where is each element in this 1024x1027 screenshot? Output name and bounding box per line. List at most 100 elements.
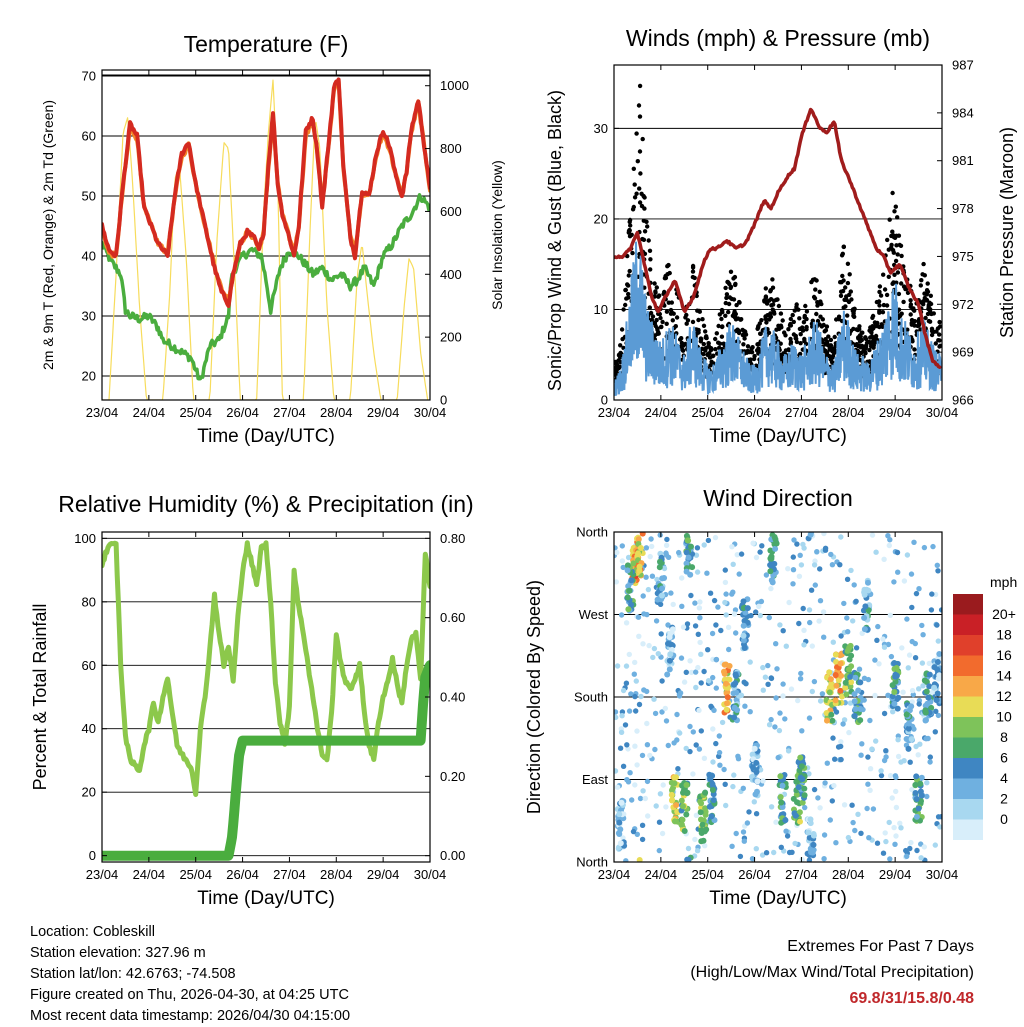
gust-point bbox=[716, 340, 721, 345]
gust-point bbox=[874, 299, 880, 305]
direction-point bbox=[909, 638, 915, 645]
direction-point bbox=[866, 835, 872, 841]
direction-point bbox=[883, 748, 889, 754]
direction-point bbox=[685, 537, 692, 544]
direction-point bbox=[790, 795, 797, 802]
direction-point bbox=[766, 722, 773, 728]
direction-point bbox=[867, 787, 873, 793]
direction-point bbox=[878, 768, 884, 774]
direction-point bbox=[636, 567, 643, 574]
gust-point bbox=[769, 303, 774, 308]
gust-point bbox=[654, 317, 659, 323]
direction-point bbox=[753, 811, 760, 817]
direction-point bbox=[875, 623, 881, 630]
direction-point bbox=[723, 680, 729, 687]
direction-point bbox=[685, 554, 692, 561]
gust-point bbox=[928, 293, 933, 298]
colorbar-swatch bbox=[953, 676, 983, 697]
gust-point bbox=[870, 313, 876, 319]
direction-point bbox=[701, 542, 707, 548]
colorbar-label: 14 bbox=[996, 668, 1012, 684]
gust-point bbox=[747, 359, 752, 365]
direction-point bbox=[709, 772, 716, 779]
gust-point bbox=[899, 311, 904, 316]
direction-point bbox=[798, 562, 805, 568]
direction-point bbox=[752, 791, 759, 798]
direction-point bbox=[671, 818, 678, 825]
direction-point bbox=[628, 691, 634, 697]
direction-point bbox=[698, 651, 704, 657]
gust-point bbox=[861, 349, 866, 354]
gust-point bbox=[890, 190, 895, 196]
y2-tick-label: 0 bbox=[440, 393, 447, 408]
direction-point bbox=[880, 850, 887, 856]
direction-point bbox=[632, 693, 638, 700]
direction-point bbox=[916, 701, 922, 707]
gust-point bbox=[922, 273, 927, 278]
direction-point bbox=[771, 849, 777, 856]
direction-point bbox=[633, 708, 639, 714]
direction-point bbox=[914, 847, 920, 854]
direction-point bbox=[619, 558, 626, 564]
direction-point bbox=[777, 773, 784, 780]
gust-point bbox=[796, 307, 801, 312]
direction-point bbox=[694, 569, 701, 575]
gust-point bbox=[755, 326, 760, 331]
direction-point bbox=[895, 753, 902, 760]
gust-point bbox=[937, 344, 942, 349]
direction-point bbox=[816, 618, 822, 624]
direction-point bbox=[618, 799, 625, 806]
gust-point bbox=[937, 332, 942, 337]
direction-point bbox=[845, 629, 851, 635]
direction-point bbox=[713, 656, 719, 663]
gust-point bbox=[779, 325, 784, 330]
direction-point bbox=[683, 669, 689, 675]
direction-point bbox=[619, 713, 625, 719]
gust-point bbox=[692, 275, 697, 281]
gust-point bbox=[768, 314, 774, 319]
direction-point bbox=[861, 626, 868, 633]
direction-point bbox=[882, 830, 888, 836]
direction-point bbox=[773, 641, 779, 647]
direction-point bbox=[921, 844, 927, 850]
direction-point bbox=[731, 704, 738, 711]
direction-point bbox=[668, 590, 674, 596]
direction-point bbox=[623, 663, 630, 669]
direction-point bbox=[820, 609, 827, 615]
gust-point bbox=[743, 332, 749, 337]
gust-point bbox=[763, 286, 768, 291]
direction-point bbox=[783, 828, 789, 834]
direction-point bbox=[796, 573, 803, 579]
y-tick-label: East bbox=[582, 772, 608, 787]
direction-point bbox=[874, 637, 880, 643]
direction-point bbox=[851, 698, 858, 705]
direction-point bbox=[772, 536, 779, 543]
direction-point bbox=[821, 532, 827, 537]
x-tick-label: 27/04 bbox=[785, 405, 818, 420]
direction-point bbox=[656, 847, 662, 854]
gust-point bbox=[924, 297, 930, 303]
gust-point bbox=[655, 327, 660, 333]
gust-point bbox=[628, 223, 633, 228]
direction-point bbox=[795, 784, 802, 791]
direction-point bbox=[633, 678, 639, 684]
colorbar-swatch bbox=[953, 594, 983, 615]
x-tick-label: 23/04 bbox=[598, 405, 631, 420]
direction-point bbox=[687, 658, 693, 664]
direction-point bbox=[821, 856, 827, 862]
direction-point bbox=[628, 577, 635, 584]
direction-point bbox=[887, 537, 893, 543]
gust-point bbox=[798, 341, 803, 346]
direction-point bbox=[697, 599, 703, 605]
direction-point bbox=[936, 651, 942, 657]
direction-point bbox=[910, 691, 916, 698]
direction-point bbox=[690, 729, 696, 735]
gust-point bbox=[892, 209, 897, 214]
direction-point bbox=[723, 802, 729, 809]
direction-point bbox=[922, 707, 929, 714]
series-line-wind bbox=[614, 241, 942, 396]
direction-point bbox=[905, 665, 911, 671]
direction-point bbox=[799, 728, 805, 734]
direction-point bbox=[807, 619, 813, 626]
direction-point bbox=[759, 852, 766, 858]
